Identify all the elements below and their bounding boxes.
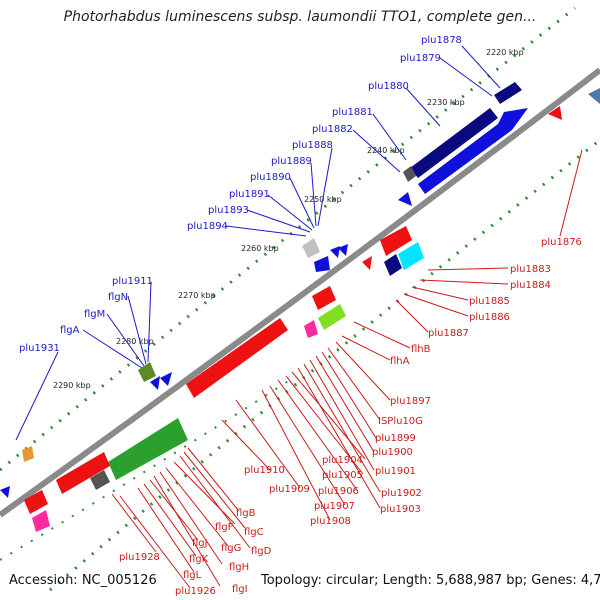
reverse-leaders [111, 149, 583, 589]
forward-gene-label[interactable]: plu1931 [19, 343, 60, 354]
gene-feature[interactable] [108, 418, 188, 480]
reverse-gene-label[interactable]: flgJ [192, 538, 208, 549]
forward-gene-label[interactable]: plu1882 [312, 124, 353, 135]
gene-feature[interactable] [0, 486, 10, 498]
reverse-gene-label[interactable]: plu1926 [175, 586, 216, 597]
gene-feature[interactable] [494, 82, 522, 104]
forward-gene-label[interactable]: plu1878 [421, 35, 462, 46]
reverse-gene-label[interactable]: ISPlu10G [378, 416, 423, 427]
gene-feature[interactable] [90, 470, 110, 490]
reverse-gene-label[interactable]: flgB [236, 508, 256, 519]
reverse-gene-label[interactable]: plu1885 [469, 296, 510, 307]
reverse-gene-label[interactable]: plu1904 [322, 455, 363, 466]
reverse-gene-label[interactable]: plu1907 [314, 501, 355, 512]
reverse-gene-label[interactable]: flgF [215, 522, 234, 533]
forward-gene-label[interactable]: plu1893 [208, 205, 249, 216]
forward-gene-label[interactable]: plu1888 [292, 140, 333, 151]
forward-gene-label[interactable]: plu1890 [250, 172, 291, 183]
forward-genes [0, 82, 600, 498]
reverse-gene-label[interactable]: plu1908 [310, 516, 351, 527]
reverse-gene-label[interactable]: plu1909 [269, 484, 310, 495]
kbp-tick-label: 2240 kbp [367, 146, 405, 155]
gene-feature[interactable] [330, 246, 340, 258]
forward-gene-label[interactable]: plu1911 [112, 276, 153, 287]
reverse-gene-label[interactable]: plu1876 [541, 237, 582, 248]
kbp-tick-label: 2230 kbp [427, 98, 465, 107]
forward-gene-label[interactable]: plu1894 [187, 221, 228, 232]
gene-feature[interactable] [398, 242, 424, 270]
gene-feature[interactable] [150, 376, 160, 390]
forward-gene-label[interactable]: plu1889 [271, 156, 312, 167]
gene-feature[interactable] [410, 108, 498, 178]
gene-feature[interactable] [318, 304, 346, 330]
reverse-gene-label[interactable]: plu1883 [510, 264, 551, 275]
reverse-gene-label[interactable]: flhB [411, 344, 431, 355]
gene-feature[interactable] [548, 106, 562, 120]
reverse-gene-label[interactable]: plu1901 [375, 466, 416, 477]
gene-feature[interactable] [312, 286, 336, 310]
reverse-gene-label[interactable]: flgG [221, 543, 241, 554]
reverse-gene-label[interactable]: plu1900 [372, 447, 413, 458]
reverse-gene-label[interactable]: flhA [390, 356, 410, 367]
outer-tick-ring [0, 6, 576, 472]
map-title: Photorhabdus luminescens subsp. laumondi… [63, 9, 537, 25]
reverse-gene-label[interactable]: plu1897 [390, 396, 431, 407]
gene-feature[interactable] [403, 166, 416, 182]
gene-feature[interactable] [24, 490, 48, 514]
middle-tick-ring [49, 138, 600, 592]
forward-gene-label[interactable]: plu1880 [368, 81, 409, 92]
reverse-gene-label[interactable]: plu1887 [428, 328, 469, 339]
kbp-tick-label: 2290 kbp [53, 381, 91, 390]
gene-feature[interactable] [160, 372, 172, 386]
forward-gene-label[interactable]: flgM [84, 309, 105, 320]
gene-feature[interactable] [362, 256, 372, 270]
forward-gene-label[interactable]: flgA [60, 325, 80, 336]
reverse-gene-label[interactable]: flgC [244, 527, 264, 538]
kbp-tick-label: 2220 kbp [486, 48, 524, 57]
accession-text: Accession: NC_005126 [9, 573, 157, 588]
forward-gene-label[interactable]: plu1891 [229, 189, 270, 200]
reverse-genes [24, 106, 562, 532]
gene-feature[interactable] [588, 88, 600, 104]
kbp-tick-label: 2260 kbp [241, 244, 279, 253]
reverse-gene-label[interactable]: plu1910 [244, 465, 285, 476]
reverse-gene-label[interactable]: plu1905 [322, 470, 363, 481]
gene-feature[interactable] [304, 320, 318, 338]
gene-feature[interactable] [380, 226, 412, 256]
gene-feature[interactable] [314, 256, 330, 272]
reverse-gene-label[interactable]: flgD [251, 546, 272, 557]
reverse-gene-label[interactable]: plu1902 [381, 488, 422, 499]
gene-feature[interactable] [302, 238, 320, 258]
gene-feature[interactable] [22, 446, 34, 462]
reverse-gene-label[interactable]: flgL [183, 570, 202, 581]
reverse-gene-label[interactable]: flgH [229, 562, 249, 573]
reverse-gene-label[interactable]: flgI [232, 584, 248, 595]
kbp-tick-label: 2280 kbp [116, 337, 154, 346]
kbp-tick-label: 2270 kbp [178, 291, 216, 300]
reverse-gene-label[interactable]: plu1886 [469, 312, 510, 323]
forward-gene-label[interactable]: plu1881 [332, 107, 373, 118]
reverse-label-group: plu1876 plu1883 plu1884 plu1885 plu1886 … [119, 237, 582, 597]
genome-summary-text: Topology: circular; Length: 5,688,987 bp… [261, 573, 600, 588]
gene-feature[interactable] [138, 362, 156, 382]
gene-feature[interactable] [186, 318, 288, 398]
gene-feature[interactable] [398, 192, 412, 206]
forward-gene-label[interactable]: plu1879 [400, 53, 441, 64]
reverse-gene-label[interactable]: plu1903 [380, 504, 421, 515]
gene-feature[interactable] [384, 254, 402, 276]
gene-feature[interactable] [338, 244, 348, 256]
reverse-gene-label[interactable]: flgK [189, 554, 209, 565]
forward-label-group: plu1878 plu1879 plu1880 plu1881 plu1882 … [19, 35, 462, 354]
gene-feature[interactable] [56, 452, 110, 494]
reverse-gene-label[interactable]: plu1884 [510, 280, 551, 291]
forward-gene-label[interactable]: flgN [108, 292, 128, 303]
gene-feature[interactable] [32, 510, 50, 532]
gene-feature[interactable] [418, 108, 528, 194]
reverse-gene-label[interactable]: plu1899 [375, 433, 416, 444]
genome-backbone [0, 67, 600, 518]
forward-leaders [15, 45, 501, 441]
reverse-gene-label[interactable]: plu1906 [318, 486, 359, 497]
reverse-gene-label[interactable]: plu1928 [119, 552, 160, 563]
